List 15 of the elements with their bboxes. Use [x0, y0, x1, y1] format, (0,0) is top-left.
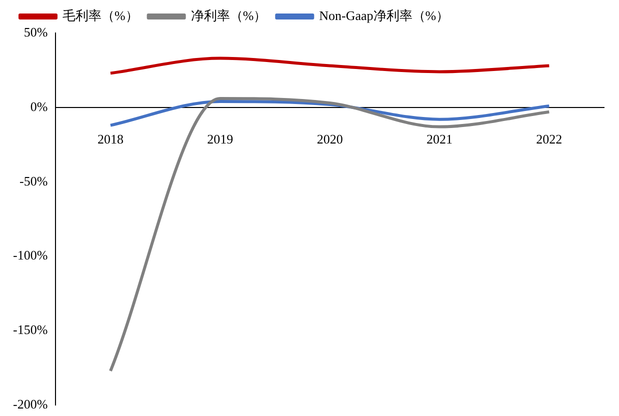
x-tick-label: 2021 [426, 132, 452, 147]
x-tick-label: 2020 [316, 132, 343, 147]
y-tick-label: -50% [19, 173, 48, 188]
y-tick-label: -100% [12, 248, 48, 263]
legend-label: Non-Gaap净利率（%） [319, 8, 450, 23]
x-tick-label: 2018 [97, 132, 124, 147]
legend-label: 毛利率（%） [62, 8, 138, 23]
y-tick-label: -200% [12, 396, 48, 412]
y-tick-label: 50% [24, 24, 48, 40]
y-tick-label: 0% [30, 98, 48, 114]
legend-label: 净利率（%） [190, 8, 267, 23]
x-tick-label: 2019 [207, 132, 234, 147]
y-tick-label: -150% [12, 322, 48, 338]
line-series [108, 56, 551, 75]
x-tick-label: 2022 [536, 132, 562, 147]
